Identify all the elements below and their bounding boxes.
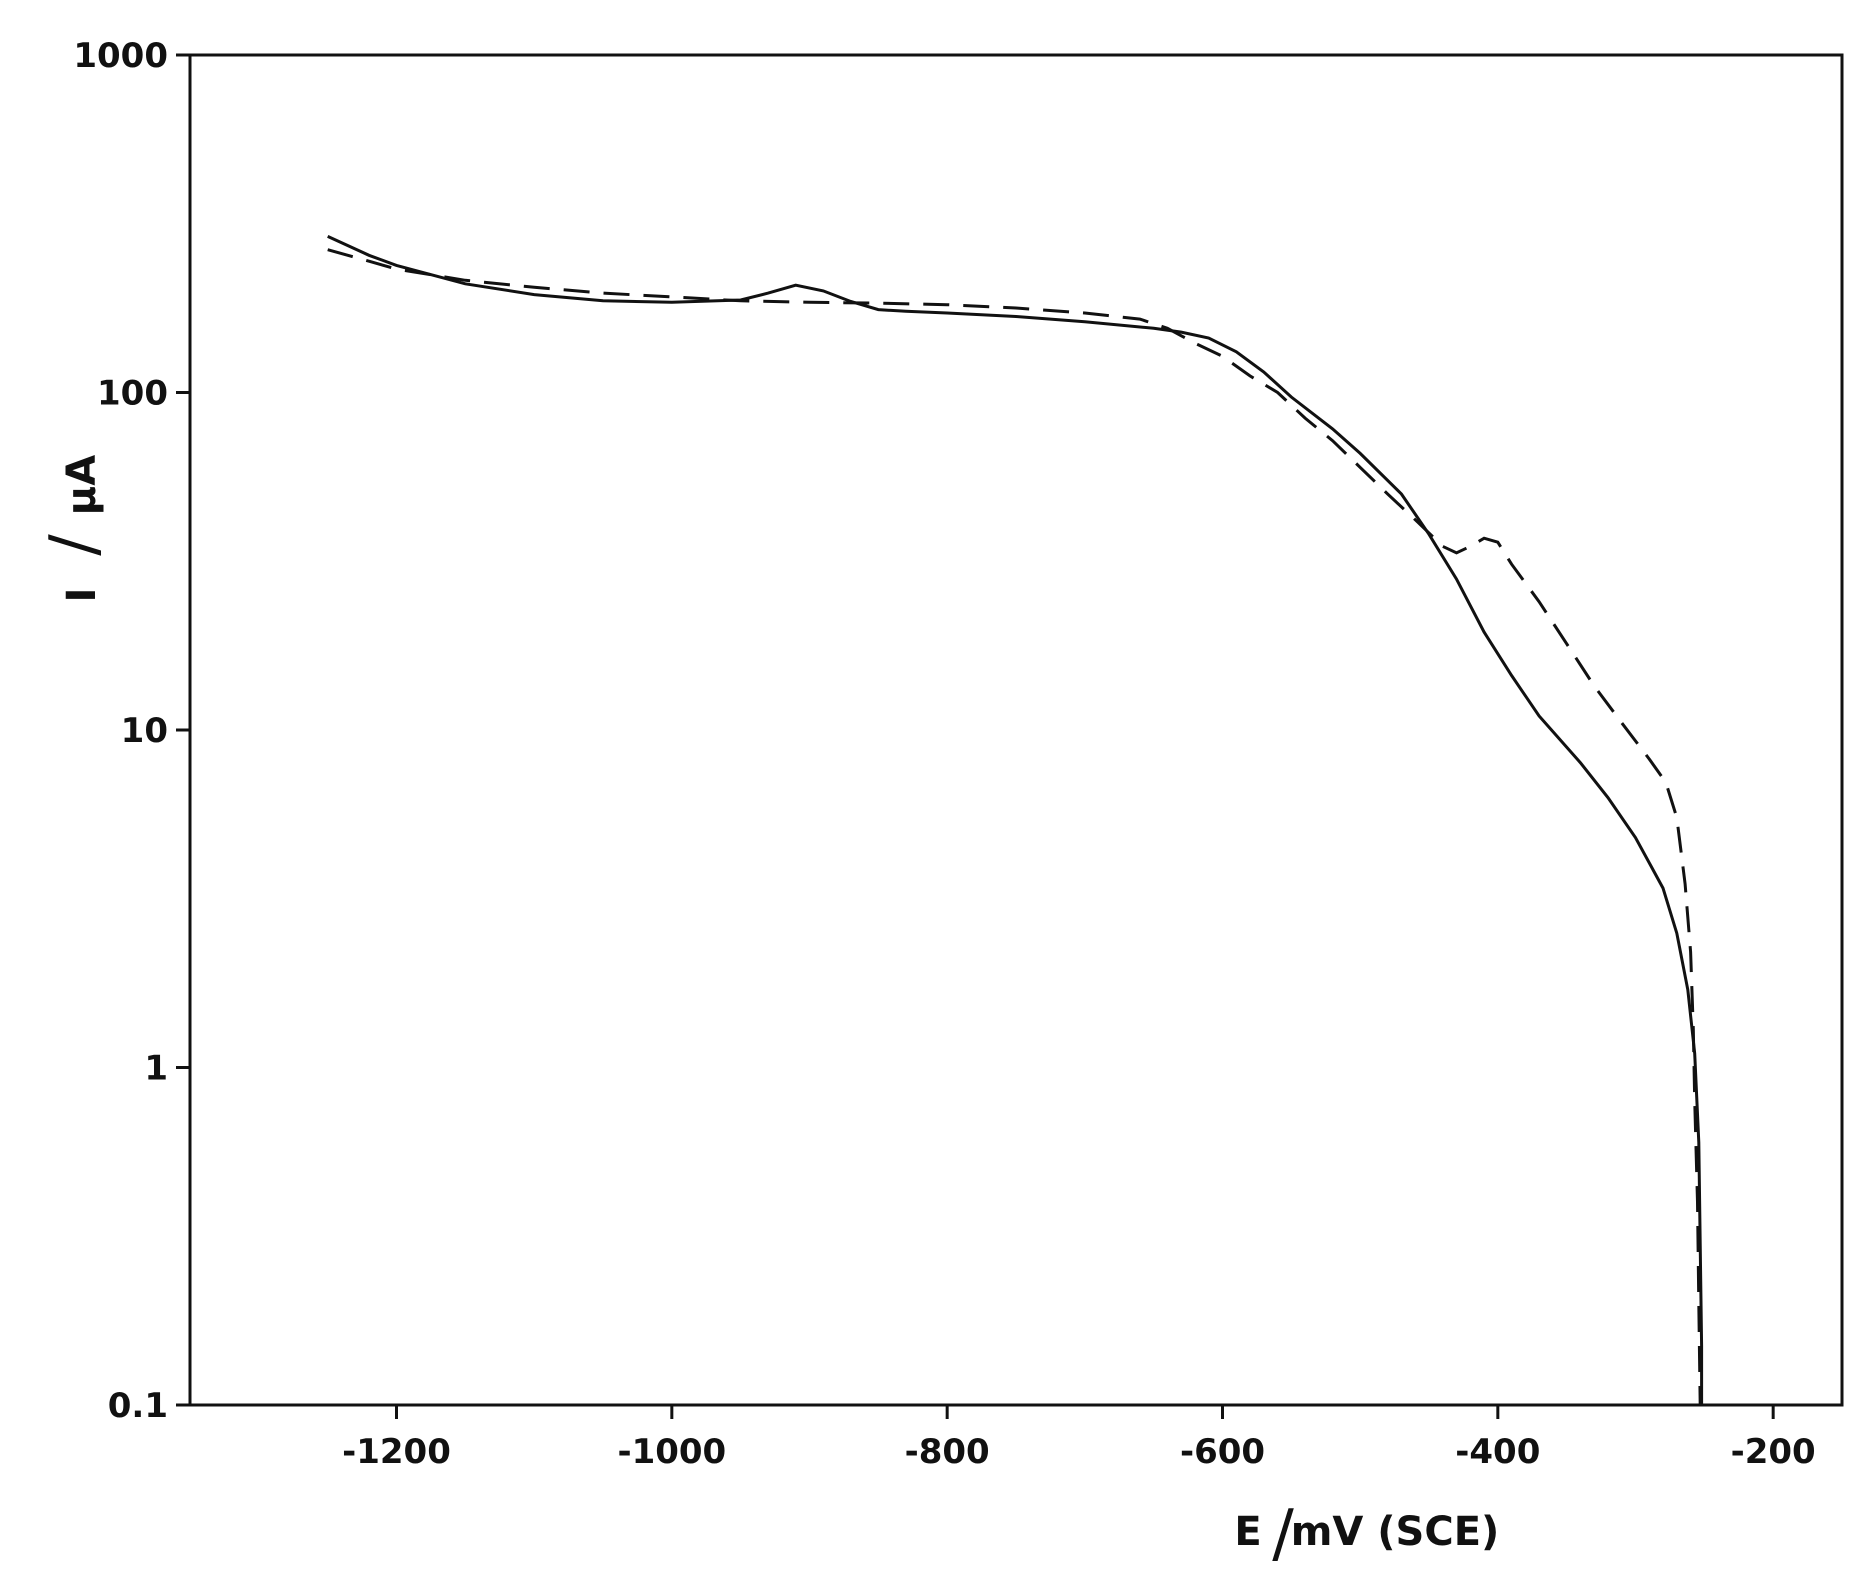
plot-frame bbox=[188, 53, 1844, 1407]
x-tick-label: -600 bbox=[1180, 1432, 1265, 1472]
x-axis-label-unit: mV (SCE) bbox=[1291, 1509, 1500, 1555]
x-axis-label: E / mV (SCE) bbox=[1234, 1497, 1499, 1571]
y-axis-label-symbol: I bbox=[59, 588, 105, 603]
y-tick-label: 1000 bbox=[73, 36, 168, 76]
x-tick-label: -400 bbox=[1455, 1432, 1540, 1472]
x-tick-label: -1200 bbox=[342, 1432, 451, 1472]
solid-curve bbox=[327, 235, 1704, 1405]
y-tick-label: 1 bbox=[144, 1049, 168, 1089]
y-axis-label-unit: μA bbox=[59, 455, 105, 515]
dashed-curve bbox=[327, 248, 1702, 1406]
x-axis-label-slash: / bbox=[1272, 1497, 1294, 1571]
y-axis-label-slash: / bbox=[37, 534, 111, 556]
y-tick-label: 0.1 bbox=[108, 1386, 168, 1426]
x-tick-label: -800 bbox=[905, 1432, 990, 1472]
series-layer bbox=[327, 235, 1704, 1406]
x-tick-label: -200 bbox=[1731, 1432, 1816, 1472]
y-axis-ticks: 1000 100 10 1 0.1 bbox=[73, 36, 190, 1426]
x-tick-label: -1000 bbox=[617, 1432, 726, 1472]
x-axis-label-symbol: E bbox=[1234, 1509, 1261, 1555]
y-tick-label: 10 bbox=[121, 711, 168, 751]
y-axis-label: I / μA bbox=[37, 455, 111, 603]
y-tick-label: 100 bbox=[97, 374, 168, 414]
x-axis-ticks: -1200 -1000 -800 -600 -400 -200 bbox=[342, 1405, 1816, 1472]
